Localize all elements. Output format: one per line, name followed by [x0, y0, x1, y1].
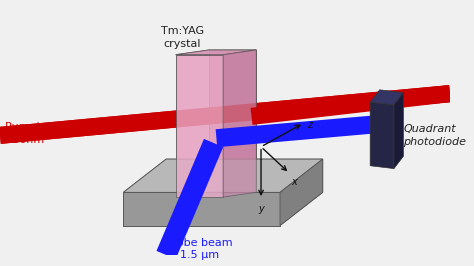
Text: z: z: [307, 120, 312, 130]
Polygon shape: [216, 115, 381, 147]
Polygon shape: [280, 159, 323, 226]
Polygon shape: [175, 50, 256, 55]
Polygon shape: [209, 50, 256, 192]
Polygon shape: [175, 50, 256, 55]
Polygon shape: [209, 50, 256, 192]
Polygon shape: [175, 55, 223, 197]
Polygon shape: [223, 50, 256, 197]
Polygon shape: [394, 93, 403, 169]
Polygon shape: [370, 90, 403, 105]
Polygon shape: [175, 55, 223, 197]
Text: Quadrant
photodiode: Quadrant photodiode: [403, 124, 466, 147]
Text: y: y: [258, 204, 264, 214]
Polygon shape: [123, 192, 280, 226]
Polygon shape: [280, 159, 323, 226]
Polygon shape: [251, 85, 451, 125]
Polygon shape: [0, 85, 451, 144]
Polygon shape: [156, 139, 223, 259]
Polygon shape: [370, 102, 394, 169]
Text: x: x: [292, 177, 297, 187]
Polygon shape: [123, 159, 323, 192]
Polygon shape: [123, 192, 280, 226]
Text: Tm:YAG
crystal: Tm:YAG crystal: [161, 26, 204, 49]
Text: Probe beam
1.5 μm: Probe beam 1.5 μm: [166, 238, 233, 260]
Text: Pumping beam
786nm: Pumping beam 786nm: [5, 122, 89, 145]
Polygon shape: [0, 85, 451, 144]
Polygon shape: [223, 50, 256, 197]
Polygon shape: [123, 159, 323, 192]
